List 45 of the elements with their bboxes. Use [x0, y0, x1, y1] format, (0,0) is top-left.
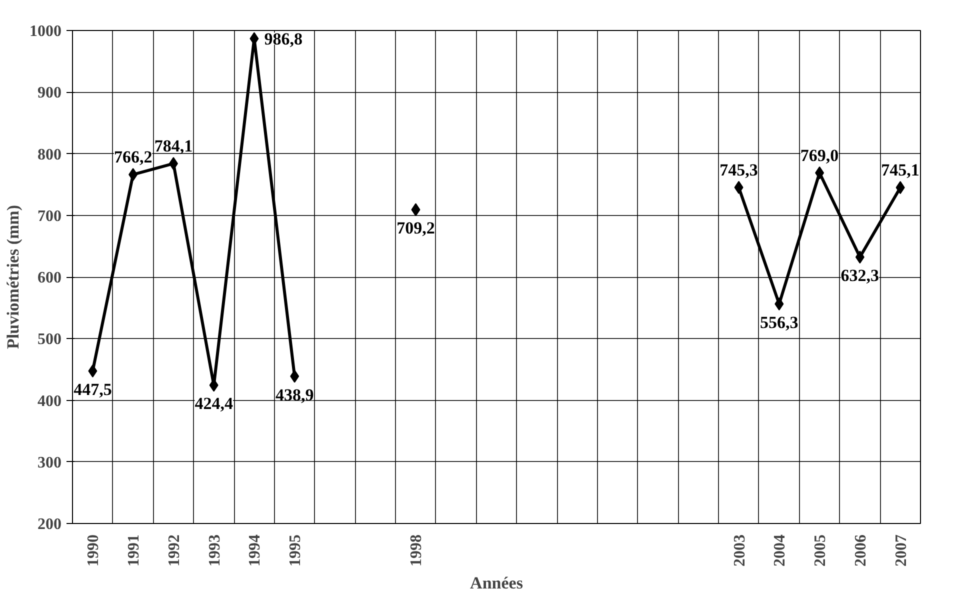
y-tick-label: 900	[38, 84, 62, 102]
x-tick-label: 1995	[287, 534, 304, 566]
text: 769,0	[800, 146, 839, 165]
x-tick-label: 1993	[206, 534, 224, 566]
x-tick-label: 1992	[166, 534, 183, 566]
text: 986,8	[264, 30, 302, 49]
x-tick-label: 1994	[246, 534, 264, 566]
text: 745,3	[720, 160, 758, 180]
point	[411, 203, 420, 216]
x-tick-label: 2006	[852, 534, 870, 566]
y-tick-label: 600	[38, 270, 62, 286]
text: 745,1	[881, 160, 920, 180]
point	[815, 166, 824, 180]
point	[290, 370, 300, 383]
y-tick-label: 300	[38, 454, 62, 472]
point	[855, 250, 864, 264]
x-axis-title: Années	[470, 574, 524, 592]
point	[88, 364, 98, 378]
text: 438,9	[275, 385, 314, 404]
y-tick-label: 800	[38, 146, 62, 164]
x-tick-label: 2004	[772, 534, 789, 566]
text: 556,3	[760, 312, 798, 332]
y-tick-label: 200	[38, 516, 62, 533]
x-tick-label: 2007	[892, 534, 910, 566]
x-tick-label: 1991	[126, 534, 143, 566]
y-tick-label: 1000	[30, 23, 62, 40]
x-tick-label: 1990	[85, 534, 102, 566]
x-tick-label: 2005	[812, 534, 830, 566]
point	[896, 181, 905, 194]
text: 632,3	[840, 266, 880, 286]
y-tick-label: 400	[38, 392, 62, 410]
x-tick-label: 1998	[408, 534, 426, 566]
y-tick-label: 700	[38, 208, 62, 225]
text: 766,2	[114, 148, 152, 167]
text: 424,4	[194, 394, 233, 414]
point	[734, 180, 744, 194]
y-axis-title: Pluviométries (mm)	[4, 205, 22, 349]
x-tick-label: 2003	[731, 534, 748, 566]
point	[168, 157, 178, 170]
text: 447,5	[74, 380, 112, 399]
text: 784,1	[154, 136, 193, 156]
y-tick-label: 500	[38, 331, 62, 348]
point	[128, 168, 138, 182]
point	[774, 297, 784, 310]
text: 709,2	[396, 218, 435, 238]
